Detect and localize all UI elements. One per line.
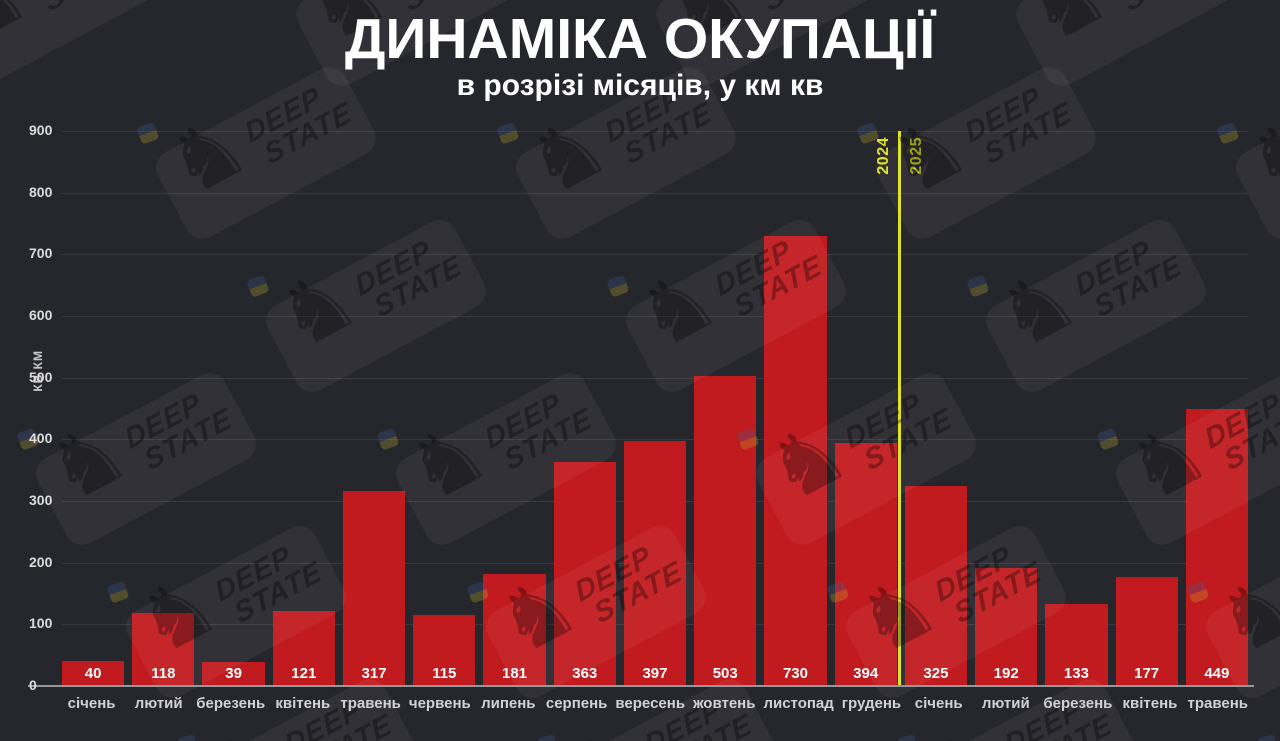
- month-label: травень: [1187, 695, 1249, 712]
- month-label: березень: [196, 695, 266, 712]
- chart-subtitle: в розрізі місяців, у км кв: [456, 69, 824, 103]
- plot-area: 40 118 39 121 317 115 181 363 397 503 730 394 325 192…: [62, 131, 1248, 686]
- chess-knight-icon: ♞: [910, 706, 1025, 741]
- month-label: вересень: [615, 695, 686, 712]
- month-label: квітень: [1122, 695, 1178, 712]
- bar-value-label: 730: [782, 665, 808, 682]
- month-label: липень: [481, 695, 536, 712]
- month-label: лютий: [981, 695, 1030, 712]
- ua-flag-icon: [536, 733, 560, 741]
- bar-жовтень-9: 503: [694, 375, 757, 686]
- bar-серпень-7: 363: [553, 462, 616, 686]
- bar-value-label: 394: [853, 665, 879, 682]
- y-tick-label: 800: [29, 183, 53, 200]
- bar-value-label: 503: [712, 665, 738, 682]
- bar-листопад-10: 730: [764, 235, 827, 686]
- bar-series: 40 118 39 121 317 115 181 363 397 503 730 394 325 192…: [62, 131, 1248, 686]
- month-label: січень: [67, 695, 116, 712]
- bar-вересень-8: 397: [623, 441, 687, 686]
- bar-лютий-13: 192: [975, 567, 1038, 686]
- month-label: листопад: [763, 695, 834, 712]
- bar-травень-16: 449: [1185, 409, 1248, 686]
- bar-value-label: 317: [361, 665, 387, 682]
- y-tick-label: 900: [29, 122, 53, 138]
- ua-flag-icon: [896, 733, 920, 741]
- chess-knight-icon: ♞: [190, 706, 305, 741]
- bar-травень-4: 317: [342, 490, 406, 686]
- y-axis-tick-labels: 0 100 200 300 400 500 600 700 800 900: [29, 122, 59, 693]
- month-label: січень: [914, 695, 963, 712]
- chess-knight-icon: ♞: [1270, 706, 1280, 741]
- month-label: травень: [340, 695, 401, 712]
- bar-value-label: 449: [1204, 665, 1230, 682]
- bar-value-label: 177: [1134, 665, 1160, 682]
- bar-value-label: 118: [151, 665, 176, 682]
- month-label: лютий: [134, 695, 183, 712]
- gridline: [62, 192, 1248, 194]
- bar-квітень-3: 121: [272, 611, 335, 686]
- year-label-2025: 2025: [908, 137, 925, 175]
- bar-січень-0: 40: [62, 661, 125, 686]
- month-label: квітень: [275, 695, 331, 712]
- bar-value-label: 39: [225, 665, 242, 682]
- gridline: [62, 131, 1248, 132]
- month-label: грудень: [841, 695, 902, 712]
- month-label: березень: [1043, 695, 1113, 712]
- gridline: [62, 439, 1248, 441]
- header: ДИНАМІКА ОКУПАЦІЇ в розрізі місяців, у к…: [0, 0, 1280, 103]
- year-label-2024: 2024: [875, 137, 892, 175]
- chart-title: ДИНАМІКА ОКУПАЦІЇ: [344, 7, 936, 71]
- bar-value-label: 192: [993, 665, 1019, 682]
- y-tick-label: 600: [29, 307, 53, 323]
- chess-knight-icon: ♞: [550, 706, 665, 741]
- bar-value-label: 325: [923, 665, 949, 682]
- gridline: [62, 377, 1248, 379]
- y-tick-label: 100: [29, 615, 53, 632]
- bar-березень-14: 133: [1045, 603, 1108, 686]
- y-tick-label: 700: [29, 245, 53, 262]
- month-label: червень: [408, 695, 471, 712]
- bar-value-label: 40: [84, 665, 102, 682]
- bar-грудень-11: 394: [834, 443, 897, 686]
- bar-value-label: 397: [642, 665, 668, 682]
- y-tick-label: 500: [29, 368, 53, 385]
- bar-лютий-1: 118: [132, 613, 195, 686]
- bar-value-label: 181: [502, 665, 528, 682]
- bar-липень-6: 181: [483, 574, 546, 686]
- month-label: серпень: [545, 695, 608, 712]
- y-tick-label: 200: [29, 553, 53, 570]
- bar-січень-12: 325: [904, 485, 968, 686]
- bar-квітень-15: 177: [1115, 576, 1178, 686]
- y-tick-label: 300: [29, 492, 53, 508]
- bar-value-label: 363: [572, 665, 598, 682]
- ua-flag-icon: [176, 733, 200, 741]
- bar-value-label: 121: [291, 665, 317, 682]
- month-label: жовтень: [693, 695, 756, 712]
- ua-flag-icon: [1256, 733, 1280, 741]
- y-tick-label: 400: [29, 430, 53, 447]
- y-tick-label: 0: [29, 677, 37, 693]
- bar-value-label: 133: [1063, 665, 1089, 682]
- gridline: [62, 316, 1248, 317]
- x-axis-month-labels: січень лютий березень квітень травень червень…: [62, 695, 1248, 712]
- x-axis-line: [28, 685, 1254, 687]
- gridline: [62, 254, 1248, 256]
- bar-value-label: 115: [432, 665, 457, 682]
- bar-березень-2: 39: [202, 661, 265, 686]
- bar-червень-5: 115: [413, 615, 476, 686]
- year-divider-line: 2024 2025: [875, 131, 925, 686]
